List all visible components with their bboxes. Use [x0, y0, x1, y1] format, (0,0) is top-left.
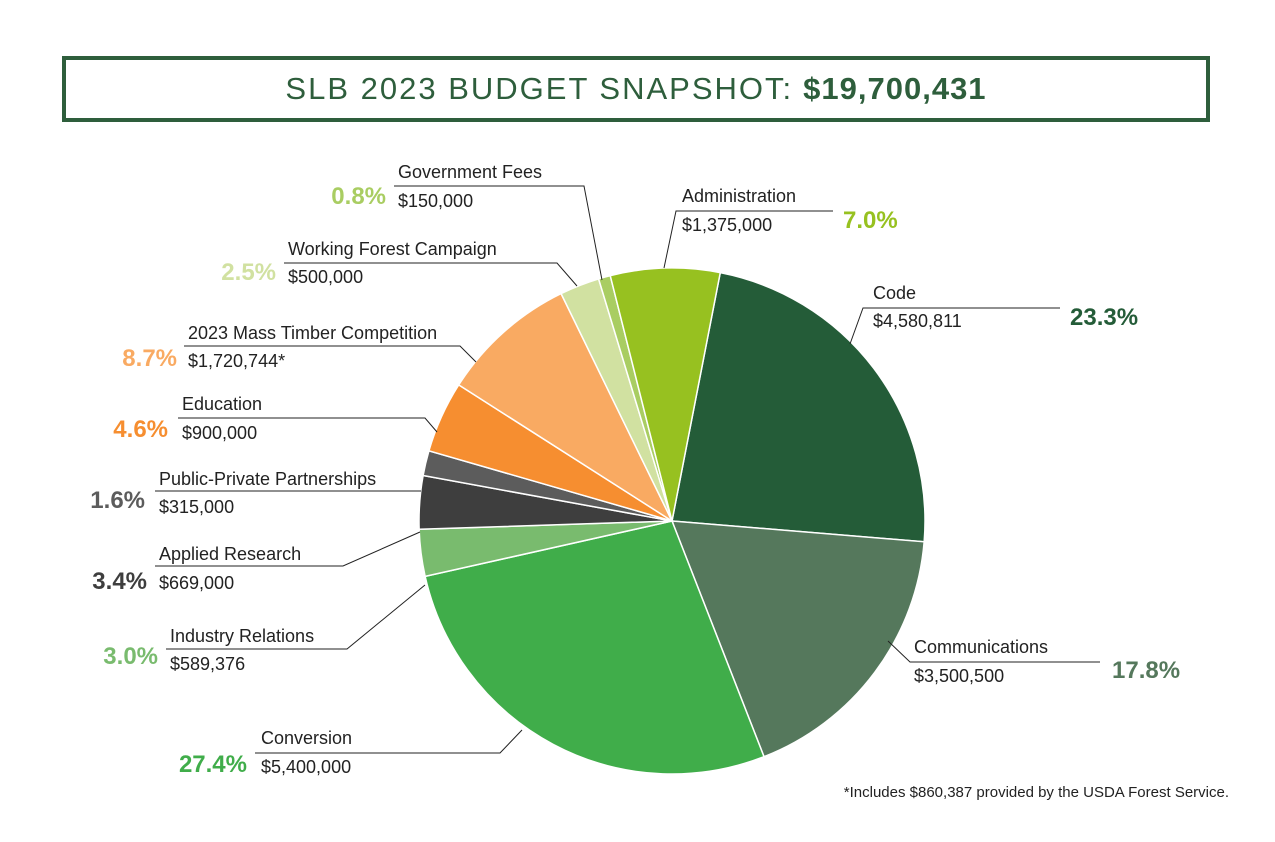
- slice-amount-communications: $3,500,500: [914, 666, 1004, 686]
- slice-amount-2023-mass-timber-competition: $1,720,744*: [188, 351, 285, 371]
- leader-line-administration: [663, 210, 833, 269]
- slice-label-communications: Communications: [914, 637, 1048, 657]
- slice-amount-government-fees: $150,000: [398, 191, 473, 211]
- slice-amount-industry-relations: $589,376: [170, 654, 245, 674]
- title-box: SLB 2023 BUDGET SNAPSHOT: $19,700,431: [62, 56, 1210, 122]
- slice-percent-public-private-partnerships: 1.6%: [90, 487, 145, 514]
- leader-line-communications: [887, 640, 1100, 663]
- leader-line-education: [178, 417, 438, 433]
- pie-slice-conversion: [424, 520, 765, 775]
- pie-slice-administration: [609, 267, 722, 522]
- slice-label-code: Code: [873, 283, 916, 303]
- slice-percent-industry-relations: 3.0%: [103, 643, 158, 670]
- slice-percent-government-fees: 0.8%: [331, 183, 386, 210]
- slice-labels: Code $4,580,811 23.3% Communications $3,500,…: [90, 162, 1180, 778]
- slice-label-education: Education: [182, 394, 262, 414]
- slice-label-2023-mass-timber-competition: 2023 Mass Timber Competition: [188, 323, 437, 343]
- title-amount: $19,700,431: [803, 71, 987, 106]
- slice-percent-communications: 17.8%: [1112, 657, 1180, 684]
- footnote: *Includes $860,387 provided by the USDA …: [843, 784, 1229, 801]
- pie-slice-communications: [670, 520, 925, 758]
- slice-amount-public-private-partnerships: $315,000: [159, 497, 234, 517]
- slice-amount-working-forest-campaign: $500,000: [288, 267, 363, 287]
- slice-percent-conversion: 27.4%: [179, 751, 247, 778]
- leader-line-code: [849, 307, 1060, 345]
- title-prefix: SLB 2023 BUDGET SNAPSHOT:: [285, 71, 794, 106]
- pie-slices: [418, 267, 926, 775]
- slice-amount-education: $900,000: [182, 423, 257, 443]
- leader-lines: [155, 185, 1100, 754]
- leader-line-applied-research: [155, 531, 421, 567]
- slice-percent-working-forest-campaign: 2.5%: [221, 259, 276, 286]
- slice-amount-code: $4,580,811: [873, 311, 962, 331]
- leader-line-industry-relations: [166, 584, 426, 650]
- slice-percent-code: 23.3%: [1070, 304, 1138, 331]
- slice-label-administration: Administration: [682, 186, 796, 206]
- leader-line-government-fees: [394, 185, 603, 281]
- slice-percent-applied-research: 3.4%: [92, 568, 147, 595]
- leader-line-conversion: [255, 729, 523, 754]
- slice-amount-conversion: $5,400,000: [261, 757, 351, 777]
- slice-label-government-fees: Government Fees: [398, 162, 542, 182]
- slice-amount-applied-research: $669,000: [159, 573, 234, 593]
- leader-line-working-forest-campaign: [284, 262, 578, 287]
- leader-line-2023-mass-timber-competition: [184, 345, 477, 363]
- slice-amount-administration: $1,375,000: [682, 215, 772, 235]
- pie-slice-code: [671, 271, 926, 543]
- pie-slice-2023-mass-timber-competition: [457, 292, 674, 524]
- slice-percent-education: 4.6%: [113, 416, 168, 443]
- slice-percent-2023-mass-timber-competition: 8.7%: [122, 345, 177, 372]
- slice-percent-administration: 7.0%: [843, 207, 898, 234]
- slice-label-working-forest-campaign: Working Forest Campaign: [288, 239, 497, 259]
- slice-label-applied-research: Applied Research: [159, 544, 301, 564]
- slice-label-industry-relations: Industry Relations: [170, 626, 314, 646]
- slice-label-conversion: Conversion: [261, 728, 352, 748]
- slice-label-public-private-partnerships: Public-Private Partnerships: [159, 469, 376, 489]
